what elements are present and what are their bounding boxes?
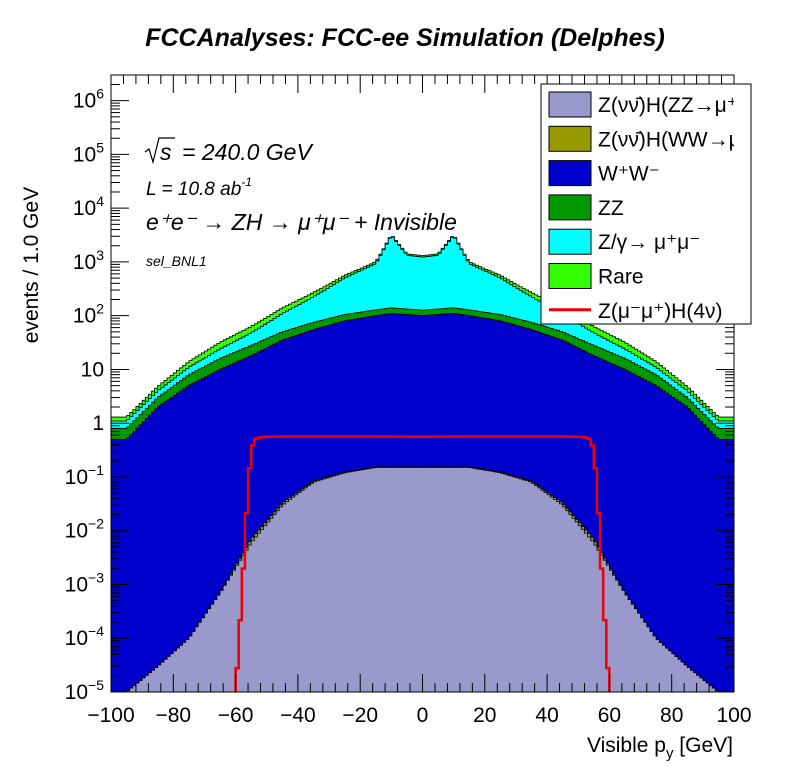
x-tick-label: −20 xyxy=(342,704,378,727)
legend-swatch xyxy=(548,125,592,152)
sqrt-s-annotation: s = 240.0 GeV xyxy=(144,137,314,165)
stacked-histograms xyxy=(111,236,734,692)
legend-label: Z(μ⁻μ⁺)H(4ν) xyxy=(598,300,723,323)
x-tick-label: 0 xyxy=(417,704,429,727)
y-axis: 10−5 10−4 10−3 10−2 10−1 1 10 102 103 104 105 106 xyxy=(65,74,734,704)
x-tick-label: 80 xyxy=(660,704,683,727)
y-axis-label: events / 1.0 GeV xyxy=(20,187,43,343)
selection-annotation: sel_BNL1 xyxy=(146,253,207,269)
legend-entry: ZZ xyxy=(548,194,624,221)
svg-text:s: s xyxy=(160,139,172,165)
y-tick-label: 105 xyxy=(73,139,104,166)
legend-entry: Rare xyxy=(548,263,644,289)
luminosity-annotation: L = 10.8 ab-1 xyxy=(146,175,252,200)
legend-entry: W⁺W⁻ xyxy=(548,160,660,187)
y-tick-label: 10−2 xyxy=(65,516,105,543)
x-tick-label: −40 xyxy=(280,704,316,727)
legend-entry: Z(νν̄)H(WW→μ⁺νμ⁻ν̄) xyxy=(548,125,796,152)
y-tick-label: 1 xyxy=(92,412,104,435)
x-tick-label: −60 xyxy=(218,704,254,727)
legend-label: Z(νν̄)H(WW→μ⁺νμ⁻ν̄) xyxy=(598,128,796,151)
legend-entry: Z(μ⁻μ⁺)H(4ν) xyxy=(549,300,723,323)
legend-label: Z/γ→ μ⁺μ⁻ xyxy=(598,231,700,254)
legend-swatch xyxy=(548,160,592,187)
legend-entry: Z/γ→ μ⁺μ⁻ xyxy=(548,228,700,255)
signal-line xyxy=(234,435,611,692)
legend-entry: Z(νν̄)H(ZZ→μ⁺μ⁻νν̄) xyxy=(548,91,789,118)
svg-text:= 240.0 GeV: = 240.0 GeV xyxy=(182,139,314,165)
x-tick-label: 100 xyxy=(716,704,751,727)
legend-swatch xyxy=(548,91,592,118)
process-annotation: e⁺e⁻ → ZH → μ⁺μ⁻ + Invisible xyxy=(146,209,457,235)
y-tick-label: 10−4 xyxy=(65,623,105,650)
y-tick-label: 104 xyxy=(73,193,104,220)
chart-title: FCCAnalyses: FCC-ee Simulation (Delphes) xyxy=(145,24,665,52)
x-tick-label: −100 xyxy=(87,704,134,727)
y-tick-label: 10−1 xyxy=(65,462,105,489)
legend-label: W⁺W⁻ xyxy=(598,163,660,186)
x-axis-label: Visible py [GeV] xyxy=(587,734,733,762)
legend-swatch xyxy=(548,228,592,255)
legend-swatch xyxy=(548,194,592,221)
legend: Z(νν̄)H(ZZ→μ⁺μ⁻νν̄) Z(νν̄)H(WW→μ⁺νμ⁻ν̄) W⁺… xyxy=(540,83,796,325)
x-tick-label: 20 xyxy=(473,704,496,727)
x-tick-label: 40 xyxy=(535,704,558,727)
y-tick-label: 106 xyxy=(73,86,104,113)
signal-histogram xyxy=(234,435,611,692)
y-tick-label: 10−5 xyxy=(65,677,105,704)
x-axis: −100 −80 −60 −40 −20 0 20 40 60 80 100 xyxy=(87,75,752,727)
x-tick-label: 60 xyxy=(598,704,621,727)
legend-swatch xyxy=(548,263,592,289)
y-tick-label: 103 xyxy=(73,247,104,274)
y-tick-label: 102 xyxy=(73,301,104,328)
y-tick-label: 10−3 xyxy=(65,569,105,596)
legend-label: Z(νν̄)H(ZZ→μ⁺μ⁻νν̄) xyxy=(598,94,789,117)
legend-label: Rare xyxy=(598,266,644,289)
legend-label: ZZ xyxy=(598,197,624,220)
sqrt-symbol xyxy=(144,137,175,165)
x-tick-label: −80 xyxy=(155,704,191,727)
stack-0-area xyxy=(111,467,734,692)
y-tick-label: 10 xyxy=(81,358,104,381)
